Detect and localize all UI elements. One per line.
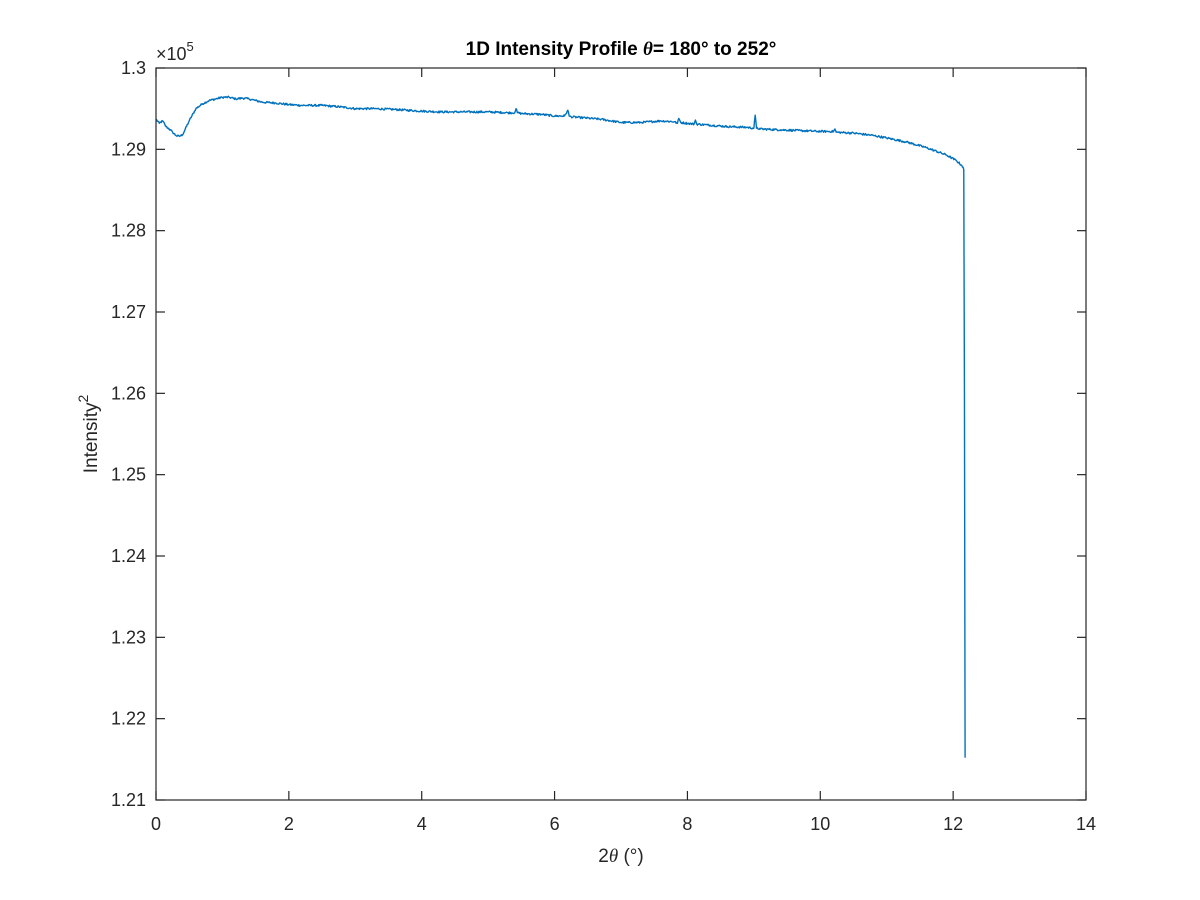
chart-title-suffix: = 180° to 252° xyxy=(653,39,776,60)
y-axis-label: Intensity2 xyxy=(75,395,102,474)
y-tick-label: 1.27 xyxy=(111,302,146,322)
y-tick-label: 1.21 xyxy=(111,790,146,810)
chart-title: 1D Intensity Profile θ= 180° to 252° xyxy=(466,39,777,60)
x-tick-label: 4 xyxy=(417,814,427,834)
x-axis-label-suffix: (°) xyxy=(618,846,644,867)
x-tick-label: 12 xyxy=(943,814,963,834)
y-exponent-label: ×105 xyxy=(156,39,194,64)
y-tick-label: 1.28 xyxy=(111,221,146,241)
y-tick-label: 1.24 xyxy=(111,546,146,566)
y-tick-label: 1.3 xyxy=(121,58,146,78)
x-axis-label-symbol: θ xyxy=(609,846,618,867)
y-tick-label: 1.29 xyxy=(111,139,146,159)
y-exponent-superscript: 5 xyxy=(187,39,194,54)
chart-title-prefix: 1D Intensity Profile xyxy=(466,39,643,60)
y-tick-label: 1.25 xyxy=(111,465,146,485)
x-tick-labels: 0 2 4 6 8 10 12 14 xyxy=(151,814,1096,834)
y-axis-label-base: Intensity xyxy=(81,402,102,473)
x-tick-label: 14 xyxy=(1076,814,1096,834)
x-tick-label: 6 xyxy=(550,814,560,834)
chart-title-symbol: θ xyxy=(643,39,653,60)
plot-area xyxy=(156,68,1086,800)
x-tick-label: 8 xyxy=(682,814,692,834)
y-tick-label: 1.23 xyxy=(111,627,146,647)
y-tick-label: 1.22 xyxy=(111,709,146,729)
axes-frame xyxy=(155,67,1087,801)
x-axis-label-prefix: 2 xyxy=(598,846,609,867)
intensity-series-line xyxy=(155,95,966,758)
y-exponent-base: ×10 xyxy=(156,44,187,64)
y-tick-labels: 1.21 1.22 1.23 1.24 1.25 1.26 1.27 1.28 1.29 1.3 xyxy=(111,58,146,810)
x-tick-label: 2 xyxy=(284,814,294,834)
y-axis-label-superscript: 2 xyxy=(75,395,91,403)
x-axis-label: 2θ (°) xyxy=(598,846,643,867)
y-tick-label: 1.26 xyxy=(111,383,146,403)
x-tick-label: 10 xyxy=(810,814,830,834)
x-tick-label: 0 xyxy=(151,814,161,834)
